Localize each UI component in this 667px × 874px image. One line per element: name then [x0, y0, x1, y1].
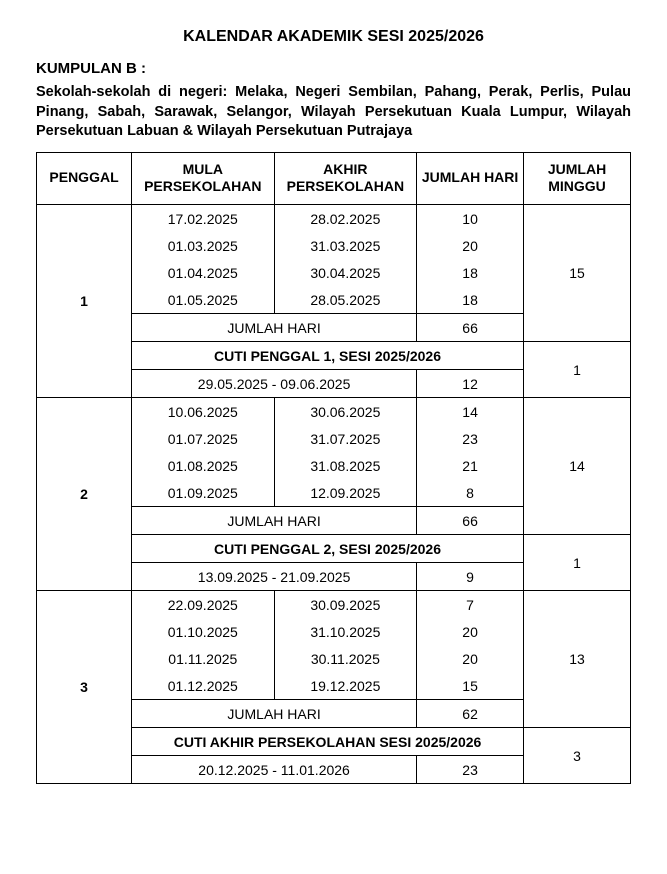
jumlah-minggu-cell: 15: [524, 204, 631, 341]
akhir-cell: 12.09.2025: [274, 479, 417, 507]
penggal-cell: 1: [37, 204, 132, 397]
mula-cell: 01.12.2025: [132, 672, 275, 700]
col-mula: MULA PERSEKOLAHAN: [132, 152, 275, 204]
hari-cell: 21: [417, 452, 524, 479]
cuti-minggu-cell: 1: [524, 534, 631, 590]
table-row: 117.02.202528.02.20251015: [37, 204, 631, 232]
akhir-cell: 28.05.2025: [274, 286, 417, 314]
hari-cell: 20: [417, 645, 524, 672]
cuti-range: 13.09.2025 - 21.09.2025: [132, 562, 417, 590]
mula-cell: 17.02.2025: [132, 204, 275, 232]
penggal-cell: 3: [37, 590, 132, 783]
hari-cell: 20: [417, 232, 524, 259]
cuti-title: CUTI AKHIR PERSEKOLAHAN SESI 2025/2026: [132, 727, 524, 755]
cuti-range: 29.05.2025 - 09.06.2025: [132, 369, 417, 397]
jumlah-hari-value: 66: [417, 506, 524, 534]
states-description: Sekolah-sekolah di negeri: Melaka, Neger…: [36, 83, 631, 142]
cuti-title: CUTI PENGGAL 2, SESI 2025/2026: [132, 534, 524, 562]
mula-cell: 22.09.2025: [132, 590, 275, 618]
mula-cell: 01.08.2025: [132, 452, 275, 479]
col-penggal: PENGGAL: [37, 152, 132, 204]
table-row: 322.09.202530.09.2025713: [37, 590, 631, 618]
hari-cell: 20: [417, 618, 524, 645]
col-akhir: AKHIR PERSEKOLAHAN: [274, 152, 417, 204]
mula-cell: 10.06.2025: [132, 397, 275, 425]
hari-cell: 10: [417, 204, 524, 232]
akhir-cell: 30.09.2025: [274, 590, 417, 618]
cuti-hari: 23: [417, 755, 524, 783]
table-row: 210.06.202530.06.20251414: [37, 397, 631, 425]
jumlah-hari-label: JUMLAH HARI: [132, 506, 417, 534]
cuti-hari: 9: [417, 562, 524, 590]
akhir-cell: 28.02.2025: [274, 204, 417, 232]
cuti-minggu-cell: 1: [524, 341, 631, 397]
page-title: KALENDAR AKADEMIK SESI 2025/2026: [36, 28, 631, 46]
table-header-row: PENGGAL MULA PERSEKOLAHAN AKHIR PERSEKOL…: [37, 152, 631, 204]
hari-cell: 18: [417, 259, 524, 286]
mula-cell: 01.11.2025: [132, 645, 275, 672]
cuti-hari: 12: [417, 369, 524, 397]
hari-cell: 18: [417, 286, 524, 314]
jumlah-minggu-cell: 14: [524, 397, 631, 534]
mula-cell: 01.09.2025: [132, 479, 275, 507]
akhir-cell: 30.04.2025: [274, 259, 417, 286]
penggal-cell: 2: [37, 397, 132, 590]
hari-cell: 23: [417, 425, 524, 452]
jumlah-minggu-cell: 13: [524, 590, 631, 727]
mula-cell: 01.05.2025: [132, 286, 275, 314]
akhir-cell: 30.06.2025: [274, 397, 417, 425]
hari-cell: 7: [417, 590, 524, 618]
col-minggu: JUMLAH MINGGU: [524, 152, 631, 204]
academic-calendar-table: PENGGAL MULA PERSEKOLAHAN AKHIR PERSEKOL…: [36, 152, 631, 784]
akhir-cell: 31.08.2025: [274, 452, 417, 479]
hari-cell: 14: [417, 397, 524, 425]
akhir-cell: 31.07.2025: [274, 425, 417, 452]
jumlah-hari-value: 62: [417, 699, 524, 727]
kumpulan-label: KUMPULAN B :: [36, 60, 631, 77]
cuti-title: CUTI PENGGAL 1, SESI 2025/2026: [132, 341, 524, 369]
mula-cell: 01.07.2025: [132, 425, 275, 452]
akhir-cell: 30.11.2025: [274, 645, 417, 672]
mula-cell: 01.03.2025: [132, 232, 275, 259]
akhir-cell: 31.03.2025: [274, 232, 417, 259]
jumlah-hari-value: 66: [417, 313, 524, 341]
hari-cell: 15: [417, 672, 524, 700]
jumlah-hari-label: JUMLAH HARI: [132, 313, 417, 341]
cuti-minggu-cell: 3: [524, 727, 631, 783]
mula-cell: 01.10.2025: [132, 618, 275, 645]
cuti-range: 20.12.2025 - 11.01.2026: [132, 755, 417, 783]
akhir-cell: 31.10.2025: [274, 618, 417, 645]
akhir-cell: 19.12.2025: [274, 672, 417, 700]
mula-cell: 01.04.2025: [132, 259, 275, 286]
col-hari: JUMLAH HARI: [417, 152, 524, 204]
jumlah-hari-label: JUMLAH HARI: [132, 699, 417, 727]
hari-cell: 8: [417, 479, 524, 507]
